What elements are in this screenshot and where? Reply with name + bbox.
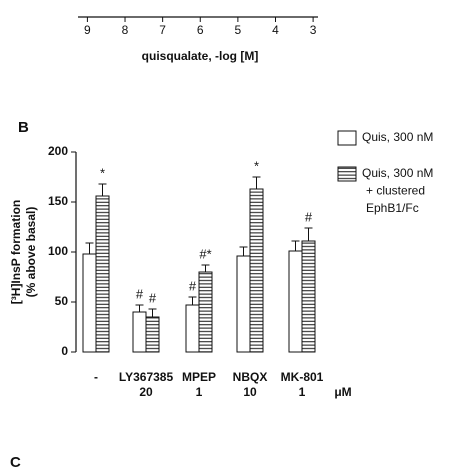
legend-swatch [337, 130, 357, 146]
dose-label: 1 [196, 385, 203, 399]
error-bar [135, 304, 144, 312]
dose-label: 1 [299, 385, 306, 399]
bar [185, 304, 200, 353]
x-tick-label: 6 [197, 23, 204, 37]
dose-label: 10 [243, 385, 257, 399]
x-tick-label: - [94, 370, 98, 384]
y-axis-label: (% above basal) [24, 207, 38, 298]
bar [198, 271, 213, 353]
y-axis-label: [³H]InsP formation [9, 200, 23, 304]
x-tick-label: 9 [84, 23, 91, 37]
x-tick-label: NBQX [233, 370, 268, 384]
error-bar [201, 264, 210, 272]
bar [301, 240, 316, 353]
error-bar [85, 242, 94, 254]
y-tick-label: 200 [48, 144, 68, 158]
x-tick-label: 5 [235, 23, 242, 37]
y-tick-label: 50 [55, 294, 69, 308]
y-tick-label: 150 [48, 194, 68, 208]
y-tick-label: 100 [48, 244, 68, 258]
significance-mark: * [100, 165, 105, 180]
error-bar [252, 176, 261, 189]
legend-label: Quis, 300 nM [362, 130, 433, 144]
x-axis-label: quisqualate, -log [M] [142, 49, 259, 63]
significance-mark: * [254, 158, 259, 173]
significance-mark: # [136, 286, 144, 301]
legend-label: Quis, 300 nM + clustered EphB1/Fc [362, 166, 433, 215]
x-tick-label: 3 [310, 23, 317, 37]
legend-swatch [337, 166, 357, 182]
x-tick-label: 8 [122, 23, 129, 37]
bar [249, 188, 264, 353]
error-bar [291, 240, 300, 251]
y-tick-label: 0 [61, 344, 68, 358]
panel-label: B [18, 119, 29, 136]
bar [95, 195, 110, 353]
bar [145, 316, 160, 353]
bar [236, 255, 251, 353]
bar [82, 253, 97, 353]
error-bar [188, 296, 197, 305]
x-tick-label: 4 [272, 23, 279, 37]
error-bar [239, 246, 248, 256]
dose-unit: μM [334, 385, 351, 399]
error-bar [98, 183, 107, 196]
significance-mark: # [189, 278, 197, 293]
panel-label: C [10, 454, 21, 471]
significance-mark: # [305, 209, 313, 224]
bar [288, 250, 303, 353]
x-tick-label: MPEP [182, 370, 216, 384]
error-bar [148, 308, 157, 317]
x-tick-label: LY367385 [119, 370, 174, 384]
significance-mark: #* [199, 246, 211, 261]
bar [132, 311, 147, 353]
dose-label: 20 [139, 385, 153, 399]
error-bar [304, 227, 313, 241]
x-tick-label: MK-801 [281, 370, 324, 384]
significance-mark: # [149, 290, 157, 305]
x-tick-label: 7 [159, 23, 166, 37]
